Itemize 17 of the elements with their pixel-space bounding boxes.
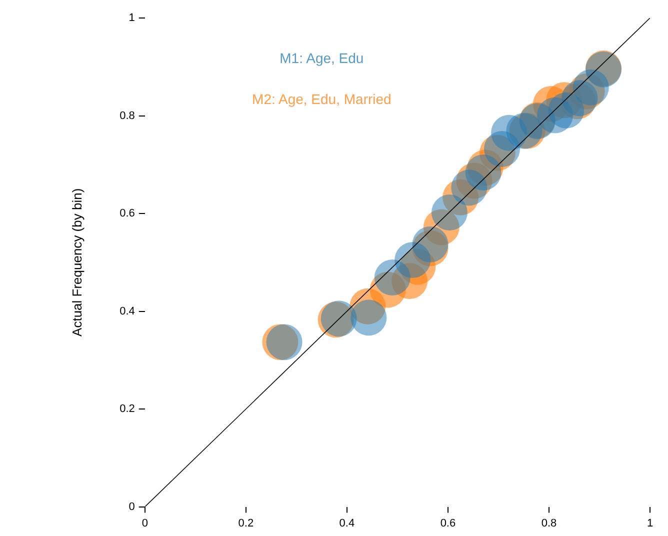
y-tick-label: 0.2: [120, 403, 135, 416]
y-tick-label: 0.6: [120, 208, 135, 220]
text: M1: Age, Edu: [280, 50, 364, 66]
point: [431, 194, 468, 231]
x-tick-label: 0: [142, 517, 148, 530]
point: [350, 300, 387, 336]
y-tick-label: 0.8: [120, 110, 135, 122]
text: M2: Age, Edu, Married: [252, 90, 392, 107]
y-axis-title: Actual Frequency (by bin): [69, 188, 84, 336]
y-tick-label: 1: [128, 12, 135, 24]
y-tick-label: 0.4: [120, 305, 135, 318]
x-tick-label: 0.4: [339, 517, 355, 530]
x-tick-label: 1: [646, 517, 654, 530]
x-tick-label: 0.8: [541, 517, 557, 530]
x-tick-label: 0.2: [238, 517, 254, 530]
y-tick-label: 0: [128, 500, 135, 513]
x-tick-label: 0.6: [440, 517, 456, 530]
